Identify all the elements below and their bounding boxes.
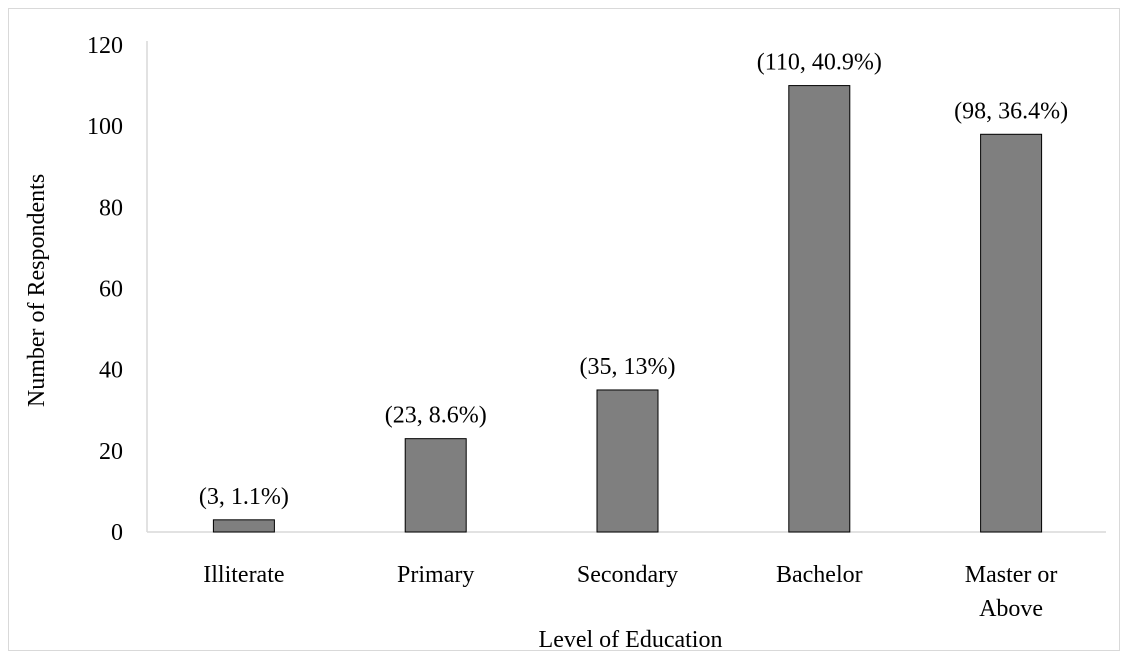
x-tick-label-line: Illiterate (203, 562, 284, 588)
y-tick-label: 120 (87, 33, 123, 59)
chart-frame (8, 8, 1120, 651)
data-label: (35, 13%) (580, 354, 676, 380)
y-axis-title: Number of Respondents (24, 174, 50, 407)
bar (212, 519, 275, 533)
x-tick-label-line: Master or (965, 562, 1058, 588)
y-tick-label: 80 (99, 195, 123, 221)
bar (404, 438, 467, 533)
x-tick-label: Secondary (577, 562, 678, 588)
x-tick-label: Illiterate (203, 562, 284, 588)
bar (596, 389, 659, 533)
data-label: (3, 1.1%) (199, 484, 289, 510)
x-axis-title: Level of Education (539, 627, 723, 653)
data-label: (110, 40.9%) (757, 50, 882, 76)
bars (212, 85, 1043, 533)
bar (788, 85, 851, 533)
data-label: (23, 8.6%) (385, 403, 487, 429)
data-labels: (3, 1.1%) (23, 8.6%) (35, 13%) (110, 40.9%)… (199, 50, 1068, 510)
y-tick-label: 20 (99, 439, 123, 465)
y-tick-label: 40 (99, 358, 123, 384)
data-label: (98, 36.4%) (954, 98, 1068, 124)
y-tick-label: 100 (87, 114, 123, 140)
x-tick-label-line: Secondary (577, 562, 678, 588)
x-axis-tick-labels: Illiterate Primary Secondary Bachelor Master… (203, 562, 1057, 622)
bar (980, 133, 1043, 533)
x-tick-label-line: Bachelor (776, 562, 863, 588)
x-tick-label-line: Primary (397, 562, 474, 588)
y-axis-ticks: 0 20 40 60 80 100 120 (87, 33, 123, 546)
x-tick-label: Primary (397, 562, 474, 588)
x-tick-label: Master or Above (965, 562, 1058, 622)
x-tick-label: Bachelor (776, 562, 863, 588)
y-tick-label: 0 (111, 520, 123, 546)
x-tick-label-line: Above (979, 596, 1043, 622)
y-tick-label: 60 (99, 277, 123, 303)
